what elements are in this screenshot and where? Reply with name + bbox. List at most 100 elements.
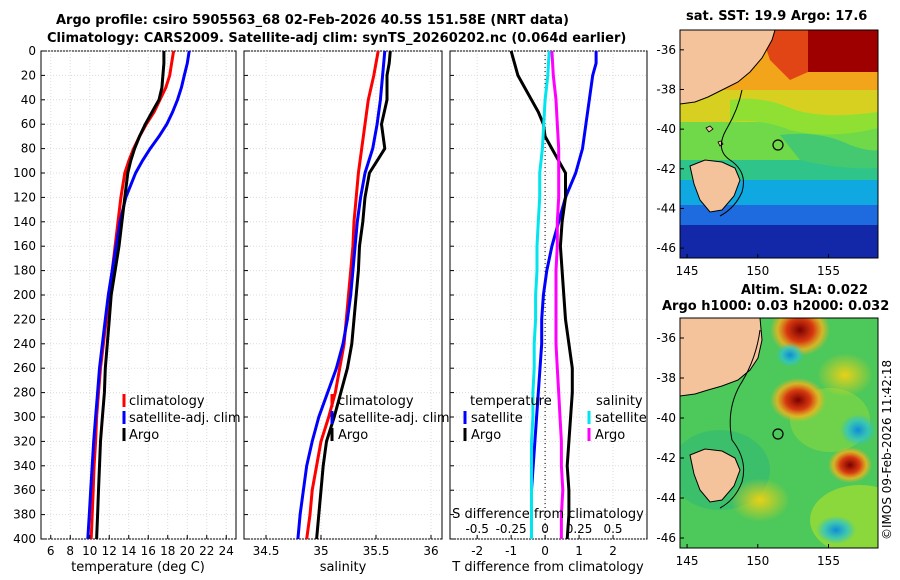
map-x-tick-label: 145 — [676, 264, 699, 278]
map-x-tick-label: 145 — [676, 554, 699, 568]
x-tick-label: 6 — [47, 544, 55, 558]
y-tick-label: 120 — [13, 190, 36, 204]
x-tick-label: 35 — [313, 544, 328, 558]
map-y-tick-label: -44 — [656, 201, 676, 215]
altimetry-map-subtitle: Argo h1000: 0.03 h2000: 0.032 — [662, 299, 890, 314]
map-y-tick-label: -38 — [656, 371, 676, 385]
y-tick-label: 200 — [13, 288, 36, 302]
x-tick-label: 10 — [82, 544, 97, 558]
y-tick-label: 260 — [13, 361, 36, 375]
legend-label-climatology: climatology — [338, 394, 414, 409]
x-tick-label: 16 — [141, 544, 156, 558]
series-line-satellite-adj-clim — [86, 50, 191, 540]
y-tick-label: 300 — [13, 410, 36, 424]
x-tick-label: 8 — [66, 544, 74, 558]
y-tick-label: 100 — [13, 166, 36, 180]
map-y-tick-label: -42 — [656, 451, 676, 465]
series-line-argo — [315, 50, 392, 540]
title-line-1: Argo profile: csiro 5905563_68 02-Feb-20… — [56, 13, 569, 28]
x-tick-label: 24 — [219, 544, 234, 558]
y-tick-label: 400 — [13, 532, 36, 546]
shelf-contour — [719, 89, 744, 217]
y-tick-label: 40 — [21, 93, 36, 107]
s-diff-tick-label: -0.5 — [465, 522, 488, 536]
y-tick-label: 320 — [13, 434, 36, 448]
y-tick-label: 160 — [13, 239, 36, 253]
legend-label-argo: Argo — [129, 428, 159, 443]
x-tick-label: 1 — [575, 544, 583, 558]
series-line-temperature-argo — [509, 50, 574, 540]
title-line-2: Climatology: CARS2009. Satellite-adj cli… — [47, 31, 627, 46]
legend-label-argo: Argo — [338, 428, 368, 443]
australia-mainland — [680, 318, 763, 397]
map-y-tick-label: -40 — [656, 122, 676, 136]
y-tick-label: 280 — [13, 386, 36, 400]
legend-label-climatology: climatology — [129, 394, 205, 409]
map-y-tick-label: -38 — [656, 82, 676, 96]
x-tick-label: 35.5 — [363, 544, 390, 558]
float-position-marker — [772, 139, 784, 151]
x-tick-label: 22 — [199, 544, 214, 558]
salinity-axis-label: salinity — [320, 560, 367, 575]
map-y-tick-label: -36 — [656, 331, 676, 345]
shelf-contour — [719, 329, 761, 509]
altimetry-map-title: Altim. SLA: 0.022 — [741, 283, 868, 298]
series-line-argo — [95, 51, 166, 540]
y-tick-label: 80 — [21, 142, 36, 156]
x-tick-label: 18 — [160, 544, 175, 558]
legend-label-t-argo: Argo — [471, 428, 501, 443]
series-line-salinity-argo — [550, 50, 565, 539]
map-y-tick-label: -36 — [656, 43, 676, 57]
temperature-legend: climatology satellite-adj. clim Argo — [122, 394, 241, 443]
series-line-satellite-adj-clim — [296, 50, 387, 540]
imos-credit: ©IMOS 09-Feb-2026 11:42:18 — [880, 359, 894, 540]
y-tick-label: 180 — [13, 264, 36, 278]
map-x-tick-label: 155 — [817, 554, 840, 568]
legend-label-satellite: satellite-adj. clim — [129, 411, 241, 426]
x-tick-label: 20 — [180, 544, 195, 558]
s-diff-tick-label: 0 — [541, 522, 549, 536]
s-diff-tick-label: 0.25 — [566, 522, 593, 536]
map-y-tick-label: -42 — [656, 162, 676, 176]
y-tick-label: 60 — [21, 117, 36, 131]
difference-panel — [449, 50, 648, 540]
map-y-tick-label: -44 — [656, 491, 676, 505]
sst-map-title: sat. SST: 19.9 Argo: 17.6 — [686, 9, 868, 24]
x-tick-label: 34.5 — [253, 544, 280, 558]
map-x-tick-label: 155 — [817, 264, 840, 278]
y-tick-label: 340 — [13, 459, 36, 473]
y-tick-label: 220 — [13, 312, 36, 326]
tasmania — [689, 159, 741, 213]
map-y-tick-label: -40 — [656, 411, 676, 425]
s-difference-axis-label: S difference from climatology — [452, 507, 644, 522]
series-line-salinity-satellite — [530, 50, 551, 539]
s-diff-tick-label: 0.5 — [603, 522, 622, 536]
y-tick-label: 140 — [13, 215, 36, 229]
map-x-tick-label: 150 — [746, 264, 769, 278]
t-difference-axis-label: T difference from climatology — [451, 560, 644, 575]
x-tick-label: 14 — [121, 544, 136, 558]
temperature-axis-label: temperature (deg C) — [71, 560, 205, 575]
legend-label-t-satellite: satellite — [471, 411, 523, 426]
y-tick-label: 20 — [21, 68, 36, 82]
salinity-legend: climatology satellite-adj. clim Argo — [330, 394, 450, 443]
x-tick-label: 12 — [102, 544, 117, 558]
x-tick-label: -2 — [471, 544, 483, 558]
legend-label-satellite: satellite-adj. clim — [338, 411, 450, 426]
x-tick-label: 2 — [609, 544, 617, 558]
legend-title-temperature: temperature — [470, 394, 552, 409]
map-y-tick-label: -46 — [656, 241, 676, 255]
legend-label-s-satellite: satellite — [595, 411, 647, 426]
sst-map — [680, 30, 878, 258]
altimetry-map — [680, 318, 878, 548]
australia-mainland — [680, 30, 776, 105]
map-y-tick-label: -46 — [656, 531, 676, 545]
series-line-temperature-satellite — [530, 51, 598, 539]
x-tick-label: 0 — [541, 544, 549, 558]
legend-title-salinity: salinity — [596, 394, 643, 409]
x-tick-label: -1 — [505, 544, 517, 558]
series-line-climatology — [305, 50, 380, 540]
difference-legend: temperature satellite Argo salinity sate… — [463, 394, 647, 443]
x-tick-label: 36 — [423, 544, 438, 558]
